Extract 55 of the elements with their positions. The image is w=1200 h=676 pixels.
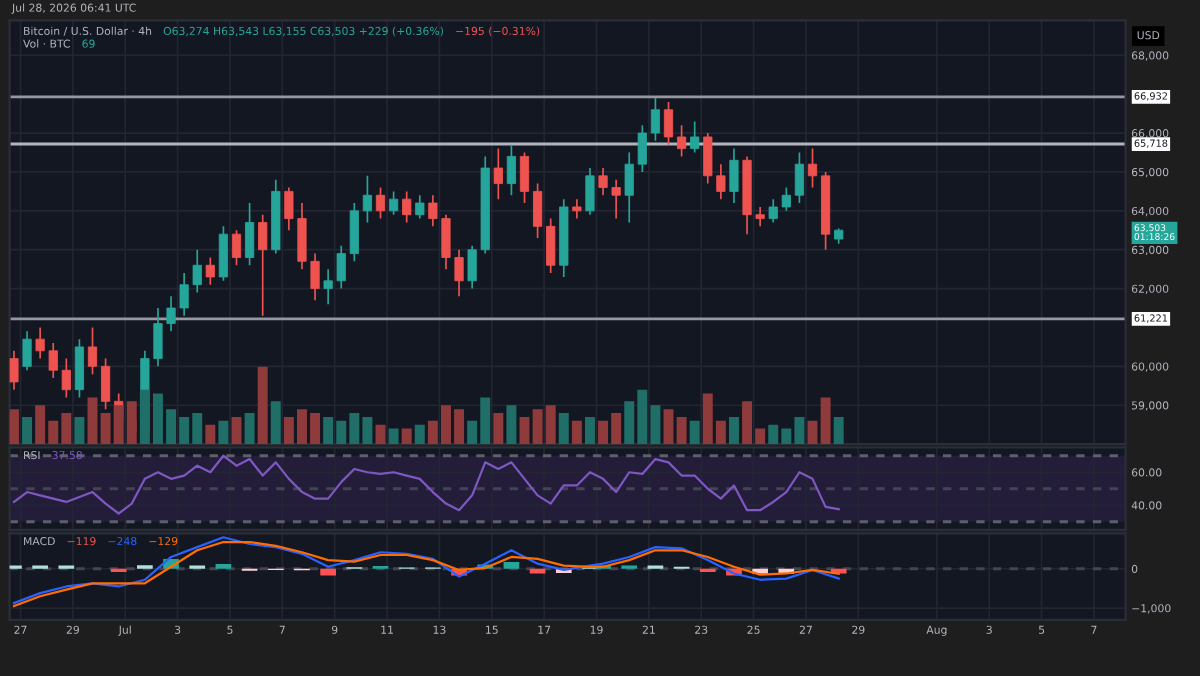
candlestick xyxy=(22,330,32,372)
bar xyxy=(833,416,844,445)
candlestick xyxy=(100,357,111,410)
bar xyxy=(218,420,229,445)
bar xyxy=(558,413,569,445)
bar xyxy=(519,416,530,445)
bar xyxy=(689,420,700,445)
bar xyxy=(820,397,831,445)
candlestick xyxy=(231,229,242,267)
bar xyxy=(493,413,504,445)
bar xyxy=(414,424,425,445)
bar xyxy=(205,424,216,445)
candlestick xyxy=(506,143,517,197)
bar xyxy=(506,405,517,445)
bar xyxy=(9,409,19,445)
bar xyxy=(244,413,255,445)
bar xyxy=(571,420,582,445)
line-series xyxy=(12,454,840,515)
candlestick xyxy=(650,97,661,142)
bar xyxy=(231,416,242,445)
candlestick xyxy=(546,217,556,274)
bar xyxy=(584,416,595,445)
candlestick xyxy=(729,147,739,204)
candlestick xyxy=(9,349,19,391)
candlestick xyxy=(690,120,700,154)
candlestick xyxy=(218,225,229,282)
bar xyxy=(74,416,85,445)
candlestick xyxy=(74,338,85,399)
candlestick xyxy=(663,101,674,146)
bar xyxy=(728,416,739,445)
bar xyxy=(388,428,399,445)
candlestick xyxy=(676,124,687,158)
candlestick xyxy=(375,186,386,220)
candlestick xyxy=(362,174,373,224)
bar xyxy=(87,397,98,445)
bar xyxy=(676,416,687,445)
candlestick xyxy=(532,182,543,239)
candlestick xyxy=(244,202,255,267)
candlestick xyxy=(87,326,98,375)
bar xyxy=(270,401,281,445)
candlestick xyxy=(493,147,503,200)
bar xyxy=(257,366,268,445)
candlestick xyxy=(402,190,412,224)
bar xyxy=(22,416,33,445)
candlestick xyxy=(388,190,399,216)
candlestick xyxy=(572,198,582,220)
candlestick xyxy=(415,194,425,220)
candlestick xyxy=(258,213,268,317)
bar xyxy=(663,409,674,445)
bar xyxy=(401,428,412,445)
candlestick xyxy=(585,167,595,216)
candlestick xyxy=(807,147,818,189)
candlestick xyxy=(519,151,530,204)
candlestick xyxy=(794,151,805,204)
candlestick xyxy=(205,256,215,286)
